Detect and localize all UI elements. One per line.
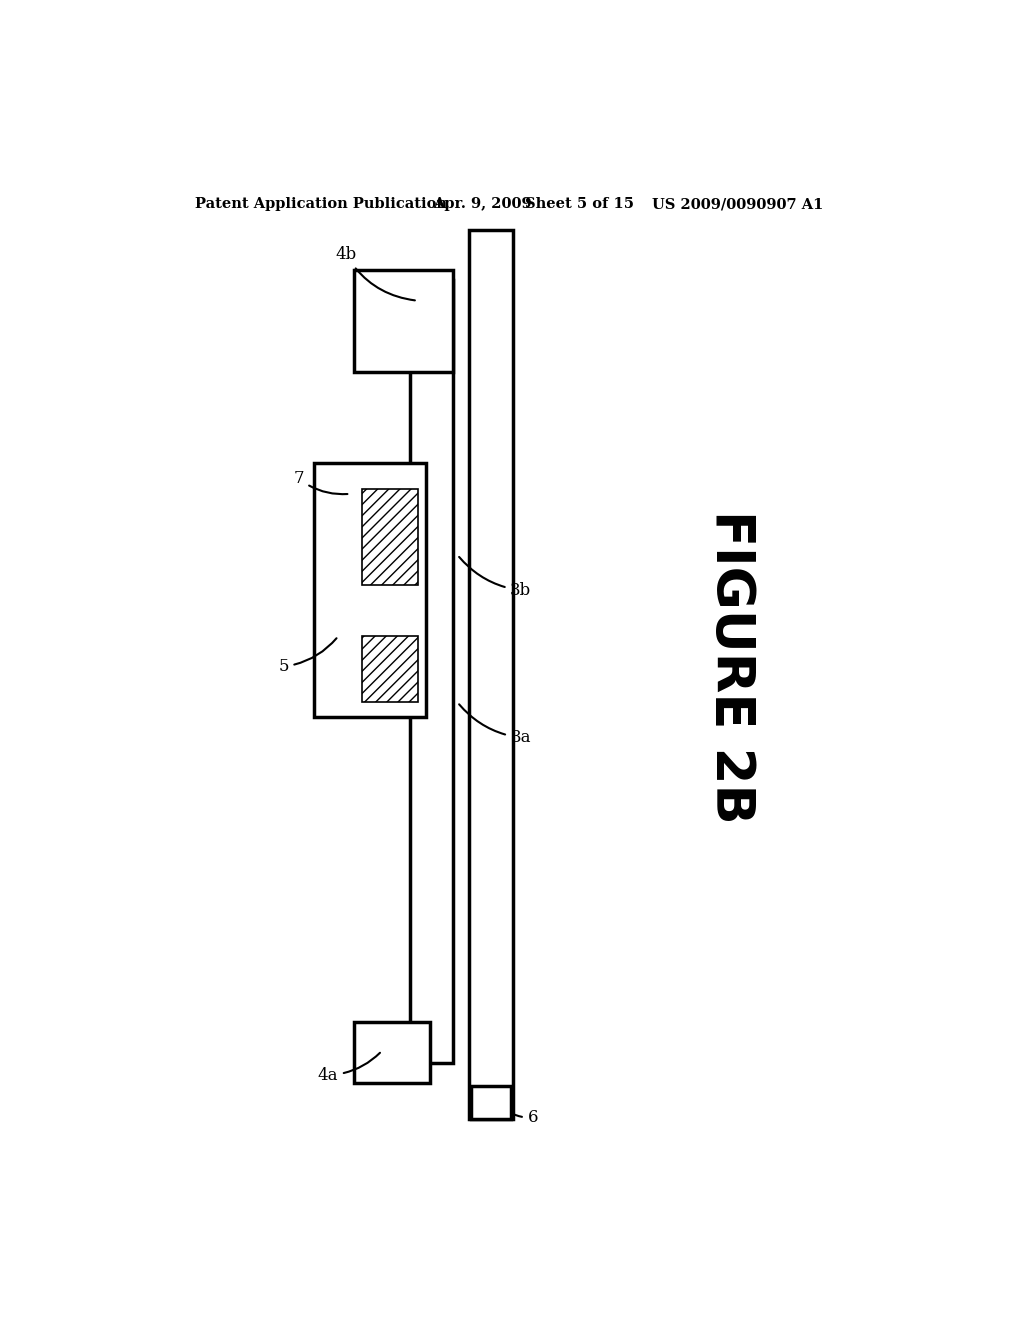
Text: 4b: 4b [336, 247, 415, 301]
Bar [362, 636, 418, 702]
Text: Sheet 5 of 15: Sheet 5 of 15 [524, 197, 634, 211]
Text: FIGURE 2B: FIGURE 2B [706, 510, 757, 824]
Text: US 2009/0090907 A1: US 2009/0090907 A1 [652, 197, 823, 211]
Text: 5: 5 [279, 639, 337, 675]
Text: 7: 7 [293, 470, 347, 494]
Bar [471, 1086, 511, 1119]
Text: Patent Application Publication: Patent Application Publication [196, 197, 447, 211]
Text: 3a: 3a [459, 705, 531, 746]
Bar [362, 488, 418, 585]
Bar [354, 1022, 430, 1084]
Text: 6: 6 [499, 1106, 538, 1126]
Text: 4a: 4a [317, 1053, 380, 1084]
Text: 3b: 3b [459, 557, 531, 599]
Text: Apr. 9, 2009: Apr. 9, 2009 [433, 197, 532, 211]
Bar [469, 230, 513, 1119]
Bar [314, 463, 426, 718]
Bar [354, 271, 454, 372]
Bar [410, 280, 454, 1063]
